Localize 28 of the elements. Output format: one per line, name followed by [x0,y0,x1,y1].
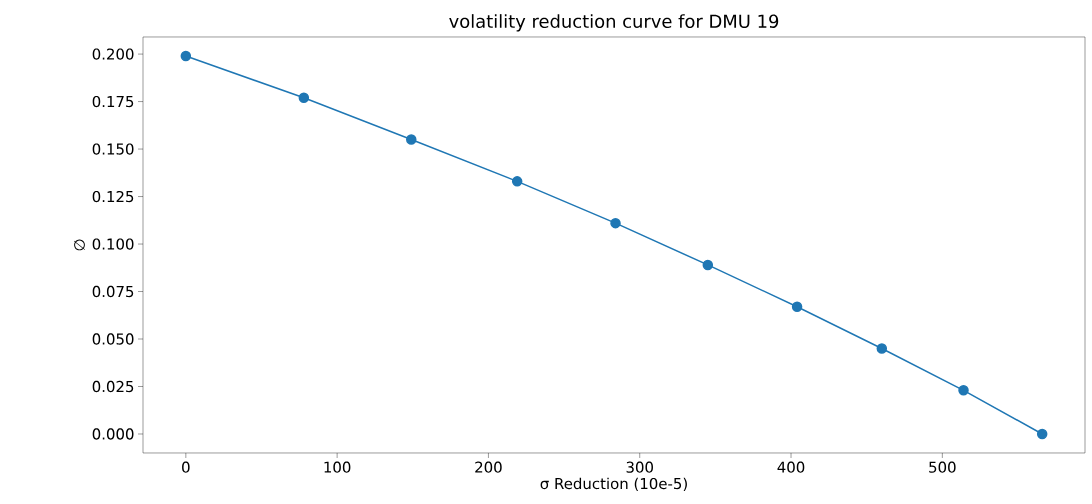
y-tick-label: 0.025 [92,380,134,393]
y-axis-title: ∅ [74,239,85,251]
y-tick-label: 0.100 [92,238,134,250]
x-axis-title: σ Reduction (10e-5) [540,477,687,491]
point [702,259,714,271]
point [791,301,803,312]
x-tick-label: 200 [475,461,502,473]
y-tick-label: 0.075 [92,285,134,298]
point [610,217,621,229]
point [298,92,310,104]
point [406,134,417,145]
x-tick-label: 500 [929,461,956,473]
x-tick-label: 100 [324,461,351,473]
point [511,176,523,187]
point [180,50,192,62]
y-tick-label: 0.150 [92,143,134,155]
x-tick-label: 300 [626,461,653,473]
x-tick-label: 400 [777,461,805,473]
y-tick-label: 0.200 [92,48,134,60]
point [876,343,888,354]
y-tick-label: 0.050 [92,333,134,345]
chart-title: volatility reduction curve for DMU 19 [449,14,779,32]
y-tick-label: 0.125 [92,190,134,203]
point [958,385,969,396]
point [1036,428,1048,440]
y-tick-label: 0.000 [92,428,134,440]
x-tick-label: 0 [182,461,190,473]
y-tick-label: 0.175 [92,95,134,108]
